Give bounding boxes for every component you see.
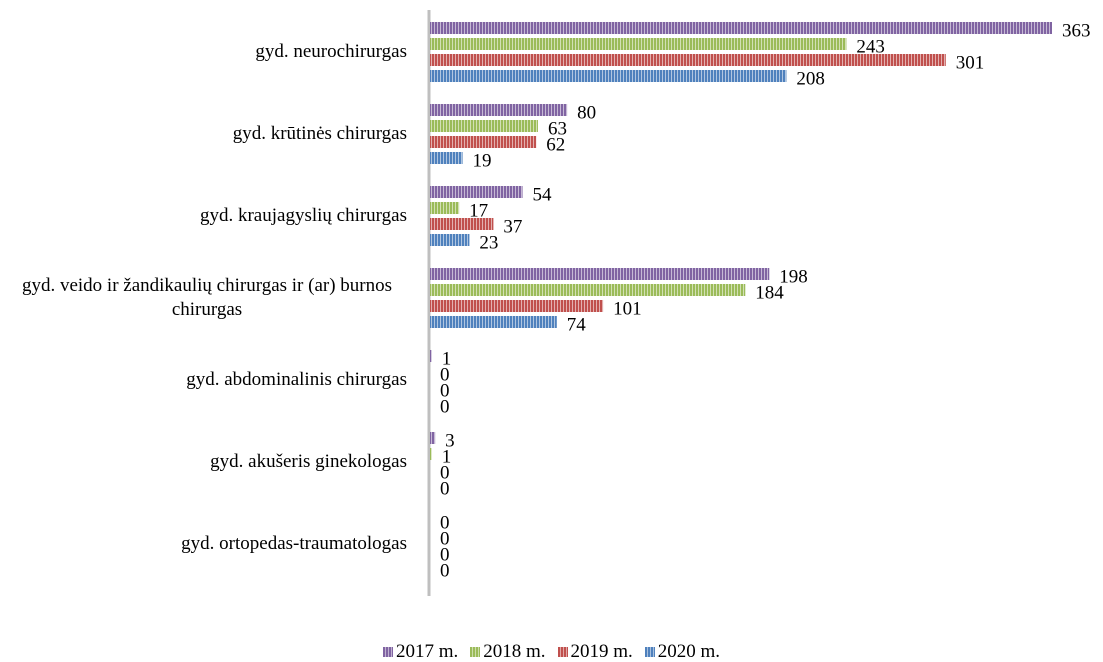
value-label: 1 — [442, 446, 452, 467]
bar — [430, 432, 436, 444]
value-label: 0 — [440, 478, 450, 499]
category-label: gyd. kraujagyslių chirurgas — [199, 205, 407, 226]
value-label: 0 — [440, 528, 450, 549]
value-label: 243 — [856, 36, 885, 57]
value-label: 301 — [956, 52, 985, 73]
bar — [430, 316, 557, 328]
value-label: 74 — [567, 314, 587, 335]
bar — [430, 284, 746, 296]
legend-label: 2017 m. — [395, 641, 459, 662]
legend-swatch — [557, 647, 568, 657]
value-label: 19 — [473, 150, 492, 171]
value-label: 23 — [479, 232, 498, 253]
category-label: gyd. veido ir žandikaulių chirurgas ir (… — [21, 275, 393, 320]
bar — [430, 268, 770, 280]
category-label: gyd. krūtinės chirurgas — [232, 123, 407, 144]
bar — [430, 120, 538, 132]
legend-item: 2019 m. — [557, 641, 633, 662]
category-label: gyd. ortopedas-traumatologas — [181, 533, 407, 554]
category-label: gyd. akušeris ginekologas — [210, 451, 407, 472]
bar — [430, 300, 604, 312]
category-label: gyd. neurochirurgas — [255, 41, 407, 62]
value-label: 0 — [440, 380, 450, 401]
legend-item: 2020 m. — [644, 641, 721, 662]
value-label: 62 — [546, 134, 565, 155]
category-label: gyd. abdominalinis chirurgas — [186, 369, 407, 390]
legend-label: 2020 m. — [657, 641, 721, 662]
value-label: 63 — [548, 118, 567, 139]
value-label: 80 — [577, 102, 596, 123]
value-label: 17 — [469, 200, 488, 221]
value-label: 208 — [796, 68, 825, 89]
bar — [430, 70, 787, 82]
value-label: 198 — [779, 266, 808, 287]
bar — [430, 218, 494, 230]
value-label: 3 — [445, 430, 455, 451]
bar — [430, 22, 1052, 34]
legend-item: 2018 m. — [470, 641, 546, 662]
bar — [430, 350, 432, 362]
bar — [430, 202, 460, 214]
bar — [430, 136, 537, 148]
value-label: 0 — [440, 544, 450, 565]
legend-label: 2019 m. — [570, 641, 633, 662]
value-label: 0 — [440, 396, 450, 417]
bar — [430, 234, 470, 246]
value-label: 184 — [755, 282, 784, 303]
bar — [430, 54, 946, 66]
legend: 2017 m. 2018 m. 2019 m. 2020 m. — [0, 642, 1103, 662]
value-label: 101 — [613, 298, 642, 319]
value-label: 37 — [503, 216, 522, 237]
bar — [430, 38, 847, 50]
bar — [430, 152, 463, 164]
legend-swatch — [470, 647, 481, 657]
legend-swatch — [382, 647, 393, 657]
value-label: 0 — [440, 364, 450, 385]
bar — [430, 448, 432, 460]
legend-label: 2018 m. — [483, 641, 546, 662]
legend-swatch — [644, 647, 655, 657]
value-label: 0 — [440, 512, 450, 533]
value-label: 54 — [533, 184, 553, 205]
legend-item: 2017 m. — [382, 641, 459, 662]
value-label: 1 — [442, 348, 452, 369]
value-label: 0 — [440, 462, 450, 483]
value-label: 0 — [440, 560, 450, 581]
bar — [430, 186, 523, 198]
bar — [430, 104, 568, 116]
value-label: 363 — [1062, 20, 1091, 41]
